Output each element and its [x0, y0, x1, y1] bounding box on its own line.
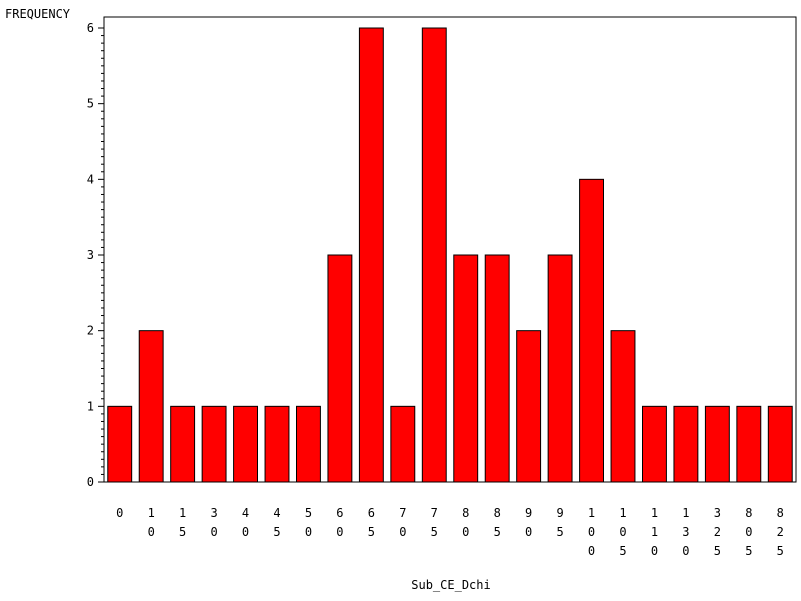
bar [736, 405, 762, 483]
bar [233, 405, 258, 483]
x-tick-label: 0 [116, 506, 123, 520]
bar [547, 254, 573, 483]
bar [516, 330, 542, 483]
bar [170, 405, 196, 483]
bar [453, 254, 479, 483]
bar [138, 330, 164, 483]
bar [264, 405, 290, 483]
bar [107, 405, 133, 483]
bar [201, 405, 227, 483]
x-tick-labels: 0 1 0 1 5 3 0 4 0 4 5 5 0 6 0 6 5 7 0 7 5 8 0 8 5 9 0 9 5 1 0 0 1 0 5 1 1 0 1 3… [116, 506, 784, 558]
bar [358, 27, 384, 483]
y-tick-label: 5 [87, 97, 94, 111]
bar [390, 405, 416, 483]
bar [673, 405, 699, 483]
y-tick-label: 3 [87, 248, 94, 262]
bar [642, 405, 667, 483]
y-axis-label: FREQUENCY [5, 7, 71, 21]
y-tick-label: 6 [87, 21, 94, 35]
bar [327, 254, 353, 483]
bar [704, 405, 730, 483]
y-tick-label: 1 [87, 399, 94, 413]
bar [579, 178, 604, 483]
bar [296, 405, 321, 483]
bar [484, 254, 510, 483]
bar [421, 27, 447, 483]
bars [107, 27, 793, 483]
x-axis-label: Sub_CE_Dchi [411, 578, 490, 592]
y-axis-ticks: 0 1 2 3 4 5 6 [87, 21, 104, 489]
y-tick-label: 0 [87, 475, 94, 489]
y-tick-label: 2 [87, 324, 94, 338]
plot-frame [103, 16, 797, 483]
y-tick-label: 4 [87, 172, 94, 186]
bar [767, 405, 793, 483]
bar [610, 330, 636, 483]
